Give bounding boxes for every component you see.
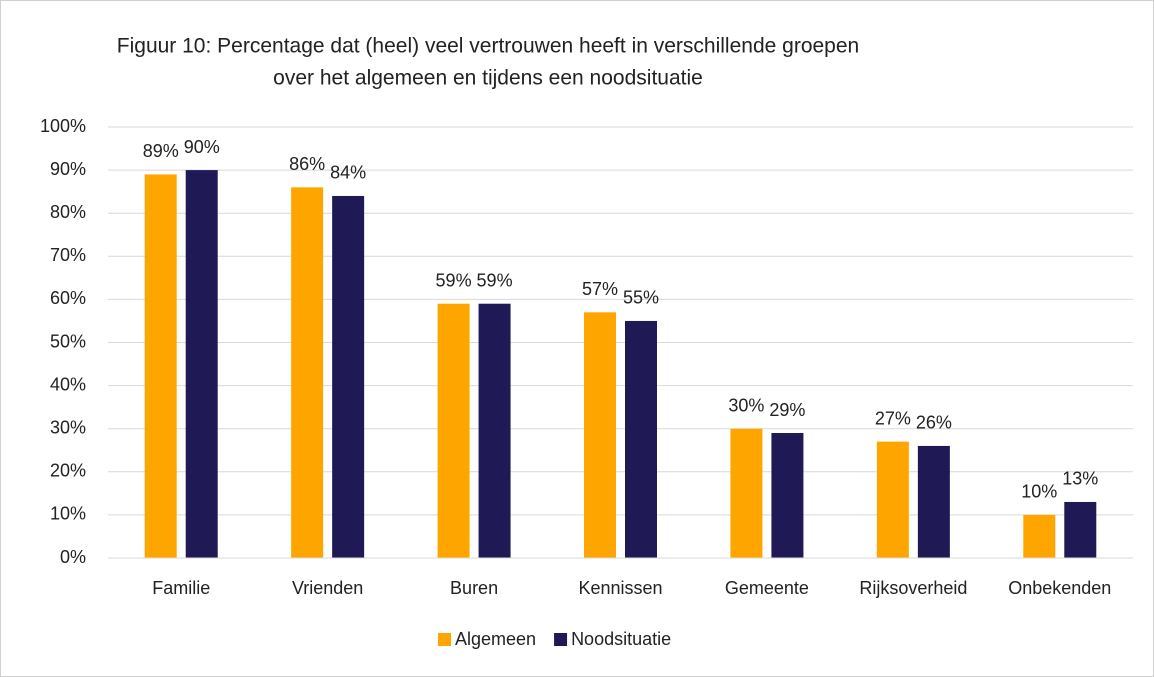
x-tick-label: Rijksoverheid — [859, 578, 967, 598]
y-tick-label: 30% — [50, 417, 86, 437]
y-tick-label: 80% — [50, 202, 86, 222]
bar — [584, 312, 616, 558]
bar — [625, 320, 657, 558]
x-tick-label: Kennissen — [578, 578, 662, 598]
x-tick-label: Gemeente — [725, 578, 809, 598]
x-tick-label: Familie — [152, 578, 210, 598]
value-label: 59% — [477, 270, 513, 290]
value-label: 27% — [875, 408, 911, 428]
value-label: 86% — [289, 154, 325, 174]
value-label: 26% — [916, 413, 952, 433]
value-label: 90% — [184, 137, 220, 157]
value-label: 59% — [436, 270, 472, 290]
bar — [144, 174, 177, 558]
legend-label: Algemeen — [455, 629, 536, 649]
y-tick-label: 60% — [50, 288, 86, 308]
y-tick-label: 70% — [50, 245, 86, 265]
legend-swatch — [438, 633, 451, 646]
y-tick-label: 20% — [50, 461, 86, 481]
bar — [1064, 501, 1097, 558]
chart-title: over het algemeen en tijdens een noodsit… — [273, 67, 703, 90]
bar — [917, 445, 950, 558]
bar — [1023, 514, 1056, 558]
x-tick-label: Vrienden — [292, 578, 363, 598]
bar — [730, 428, 763, 558]
y-tick-label: 40% — [50, 374, 86, 394]
value-label: 89% — [143, 141, 179, 161]
y-tick-label: 100% — [40, 116, 86, 136]
bar — [478, 303, 511, 558]
x-tick-label: Onbekenden — [1008, 578, 1111, 598]
value-label: 84% — [330, 163, 366, 183]
value-label: 10% — [1021, 482, 1057, 502]
x-tick-label: Buren — [450, 578, 498, 598]
bar — [876, 441, 909, 558]
chart-title: Figuur 10: Percentage dat (heel) veel ve… — [117, 35, 859, 58]
value-label: 13% — [1062, 469, 1098, 489]
bar — [771, 433, 804, 558]
legend-swatch — [554, 633, 568, 646]
bar — [291, 187, 324, 558]
bar — [185, 170, 218, 558]
value-label: 30% — [728, 395, 764, 415]
y-tick-label: 90% — [50, 159, 86, 179]
value-label: 57% — [582, 279, 618, 299]
y-tick-label: 0% — [60, 547, 86, 567]
bar — [437, 303, 470, 558]
y-tick-label: 50% — [50, 331, 86, 351]
value-label: 55% — [623, 288, 659, 308]
value-label: 29% — [769, 400, 805, 420]
legend-label: Noodsituatie — [571, 629, 671, 649]
bar — [332, 195, 365, 558]
y-tick-label: 10% — [50, 504, 86, 524]
